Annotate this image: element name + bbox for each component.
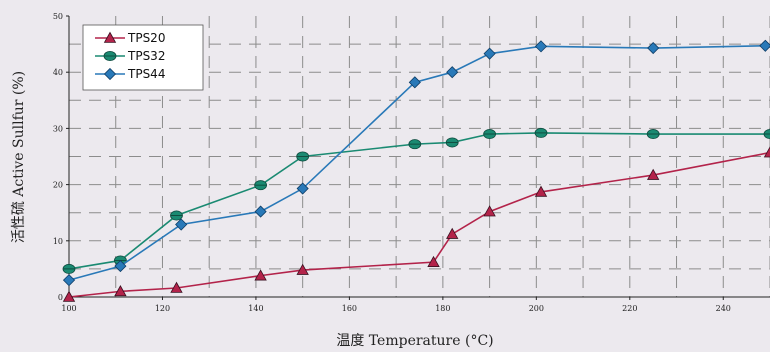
data-point-tps20 <box>170 281 183 293</box>
y-tick-label: 40 <box>53 68 63 77</box>
data-point-tps44 <box>446 66 459 79</box>
data-point-tps20 <box>114 285 127 297</box>
legend-marker-tps32 <box>103 51 117 62</box>
data-point-tps20 <box>534 185 548 197</box>
data-point-tps20 <box>646 168 660 180</box>
data-point-tps32 <box>445 137 459 148</box>
y-tick-label: 0 <box>58 293 63 302</box>
legend-item-tps32: TPS32 <box>95 49 165 63</box>
x-tick-label: 100 <box>61 304 76 313</box>
data-point-tps32 <box>62 263 76 274</box>
legend-marker-tps20 <box>103 31 117 43</box>
data-point-tps20 <box>427 255 440 267</box>
data-point-tps32 <box>408 139 422 150</box>
data-point-tps44 <box>62 274 76 287</box>
series-tps44 <box>62 39 770 287</box>
data-point-tps44 <box>408 76 421 89</box>
data-point-tps32 <box>254 180 268 191</box>
x-tick-label: 160 <box>342 304 357 313</box>
legend-item-tps44: TPS44 <box>95 67 165 81</box>
legend-label-tps32: TPS32 <box>127 49 165 63</box>
data-point-tps20 <box>483 205 496 217</box>
data-point-tps44 <box>647 41 660 55</box>
y-tick-label: 10 <box>53 237 63 246</box>
data-point-tps32 <box>483 129 497 140</box>
data-point-tps44 <box>254 205 267 218</box>
data-point-tps44 <box>175 218 188 231</box>
legend-label-tps20: TPS20 <box>127 31 165 45</box>
x-tick-label: 120 <box>155 304 170 313</box>
legend-item-tps20: TPS20 <box>95 31 165 45</box>
data-point-tps20 <box>763 146 770 158</box>
data-point-tps32 <box>763 129 770 140</box>
x-tick-label: 200 <box>529 304 544 313</box>
data-point-tps20 <box>446 227 459 239</box>
y-tick-label: 20 <box>53 181 63 190</box>
axes: 100 120 140 160 180 200 220 240 0 10 20 30 40 50 <box>53 12 770 313</box>
x-axis-label: 温度 Temperature (°C) <box>336 333 493 349</box>
legend-marker-tps44 <box>103 67 117 81</box>
data-point-tps20 <box>296 263 309 275</box>
legend-box <box>82 24 204 91</box>
legend: TPS20 TPS32 TPS44 <box>82 24 204 91</box>
data-point-tps44 <box>296 182 309 195</box>
x-tick-label: 240 <box>716 304 731 313</box>
data-point-tps20 <box>62 290 76 302</box>
y-tick-label: 50 <box>53 12 63 21</box>
data-point-tps44 <box>114 260 127 273</box>
series-tps20 <box>62 146 770 302</box>
grid <box>69 16 770 297</box>
x-tick-label: 140 <box>248 304 263 313</box>
data-point-tps44 <box>759 39 770 52</box>
data-point-tps32 <box>646 129 660 140</box>
legend-label-tps44: TPS44 <box>127 67 165 81</box>
series-layer <box>62 39 770 302</box>
y-axis-label: 活性硫 Active Sullfur (%) <box>11 71 27 243</box>
y-tick-label: 30 <box>53 124 63 133</box>
x-tick-label: 220 <box>622 304 637 313</box>
data-point-tps20 <box>254 269 267 281</box>
x-tick-label: 180 <box>435 304 450 313</box>
data-point-tps32 <box>296 151 310 162</box>
data-point-tps44 <box>483 47 496 60</box>
series-tps32 <box>62 127 770 274</box>
data-point-tps32 <box>534 127 548 138</box>
data-point-tps32 <box>170 210 183 221</box>
data-point-tps44 <box>534 40 548 53</box>
